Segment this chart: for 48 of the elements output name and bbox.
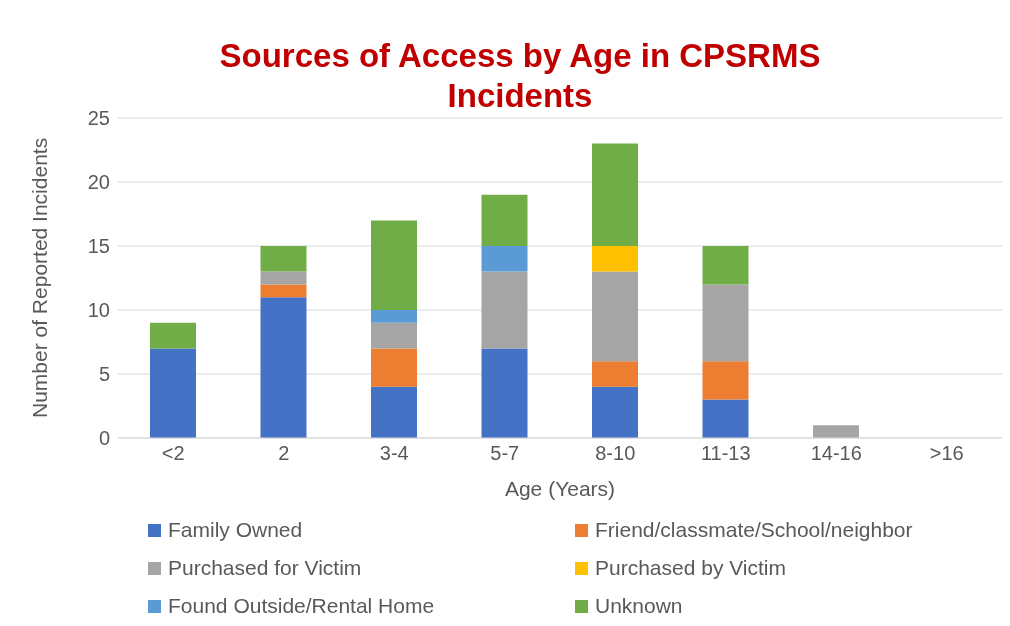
bar <box>592 361 638 387</box>
chart-title: Sources of Access by Age in CPSRMS Incidents <box>219 37 821 114</box>
legend-label: Purchased by Victim <box>595 556 787 580</box>
bar <box>592 246 638 272</box>
y-tick-label: 15 <box>87 235 110 258</box>
bar <box>371 220 417 310</box>
bar <box>481 246 528 272</box>
y-tick-label: 5 <box>98 363 110 386</box>
bar <box>371 386 417 438</box>
bar <box>260 284 307 298</box>
bar <box>592 386 638 438</box>
legend-label: Friend/classmate/School/neighbor <box>595 518 913 542</box>
bar <box>481 271 528 349</box>
x-tick-label: 11-13 <box>700 442 751 465</box>
bar <box>481 194 528 246</box>
x-tick-label: 8-10 <box>595 442 636 465</box>
bar <box>481 348 528 438</box>
y-axis-title: Number of Reported Incidents <box>28 137 52 418</box>
x-tick-label: 14-16 <box>810 442 862 465</box>
bar <box>702 361 749 400</box>
bar <box>702 399 749 438</box>
bar <box>592 271 638 362</box>
bar <box>371 310 417 323</box>
x-axis-title: Age (Years) <box>504 477 616 500</box>
bar <box>371 348 417 387</box>
legend-label: Unknown <box>595 594 683 618</box>
x-tick-label: 2 <box>278 442 290 465</box>
x-tick-label: 3-4 <box>379 442 409 465</box>
y-tick-label: 0 <box>98 427 110 450</box>
bar <box>813 425 859 438</box>
legend-label: Found Outside/Rental Home <box>168 594 435 618</box>
x-tick-label: <2 <box>161 442 185 465</box>
bar <box>260 271 307 285</box>
bar <box>702 246 749 285</box>
bar <box>150 348 196 438</box>
y-tick-label: 25 <box>87 107 110 130</box>
y-tick-label: 10 <box>87 299 110 322</box>
bar <box>260 297 307 438</box>
x-tick-label: 5-7 <box>490 442 520 465</box>
legend-label: Purchased for Victim <box>168 556 362 580</box>
bar <box>592 143 638 246</box>
bar <box>371 322 417 349</box>
bar <box>260 246 307 272</box>
bar <box>702 284 749 362</box>
y-tick-label: 20 <box>87 171 110 194</box>
x-tick-label: >16 <box>929 442 964 465</box>
legend-label: Family Owned <box>168 518 303 542</box>
bar <box>150 322 196 349</box>
